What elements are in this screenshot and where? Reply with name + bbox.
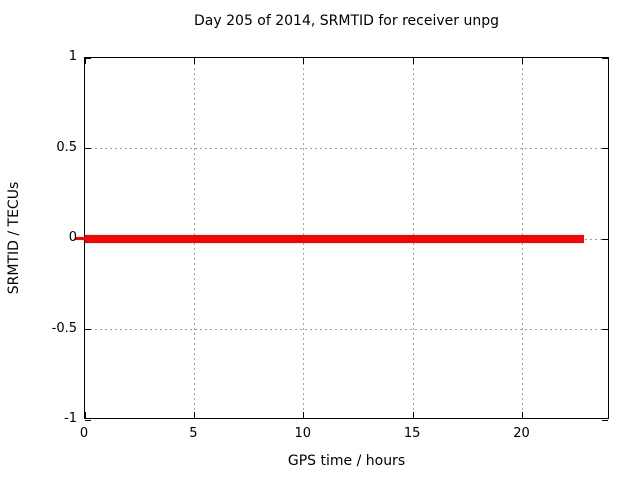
x-tick-label: 15 [403, 426, 421, 441]
horizontal-gridline [85, 148, 608, 149]
y-axis-label: SRMTID / TECUs [6, 181, 22, 295]
x-axis-label: GPS time / hours [287, 453, 406, 469]
x-tick-mark [84, 412, 86, 418]
x-tick-label: 5 [189, 426, 198, 441]
y-tick-label: 1 [68, 49, 77, 64]
y-tick-mark [602, 148, 608, 149]
x-tick-label: 10 [294, 426, 312, 441]
x-tick-mark [193, 412, 195, 418]
horizontal-gridline [85, 329, 608, 330]
series-line-srmtid [85, 235, 584, 243]
y-tick-label: -0.5 [51, 320, 77, 336]
y-tick-mark [85, 419, 91, 421]
y-tick-mark [85, 329, 91, 330]
y-tick-mark [602, 238, 608, 240]
x-tick-mark [303, 58, 305, 64]
chart-title: Day 205 of 2014, SRMTID for receiver unp… [194, 13, 499, 29]
series-axis-overlap-mark [75, 236, 85, 240]
y-tick-mark [602, 329, 608, 330]
x-tick-mark [303, 412, 305, 418]
y-tick-mark [85, 57, 91, 59]
x-tick-mark [84, 58, 86, 64]
y-tick-label: 0.5 [56, 139, 77, 155]
x-tick-mark [522, 58, 523, 64]
plot-area [84, 57, 609, 421]
y-tick-mark [85, 148, 91, 149]
x-tick-mark [412, 412, 414, 418]
x-tick-mark [412, 58, 414, 64]
y-tick-mark [602, 419, 608, 421]
y-tick-mark [602, 57, 608, 59]
x-tick-label: 20 [513, 426, 530, 441]
x-tick-label: 0 [79, 426, 89, 441]
x-tick-mark [193, 58, 195, 64]
y-tick-label: -1 [64, 411, 77, 426]
y-tick-label: 0 [68, 230, 77, 245]
x-tick-mark [522, 412, 523, 418]
